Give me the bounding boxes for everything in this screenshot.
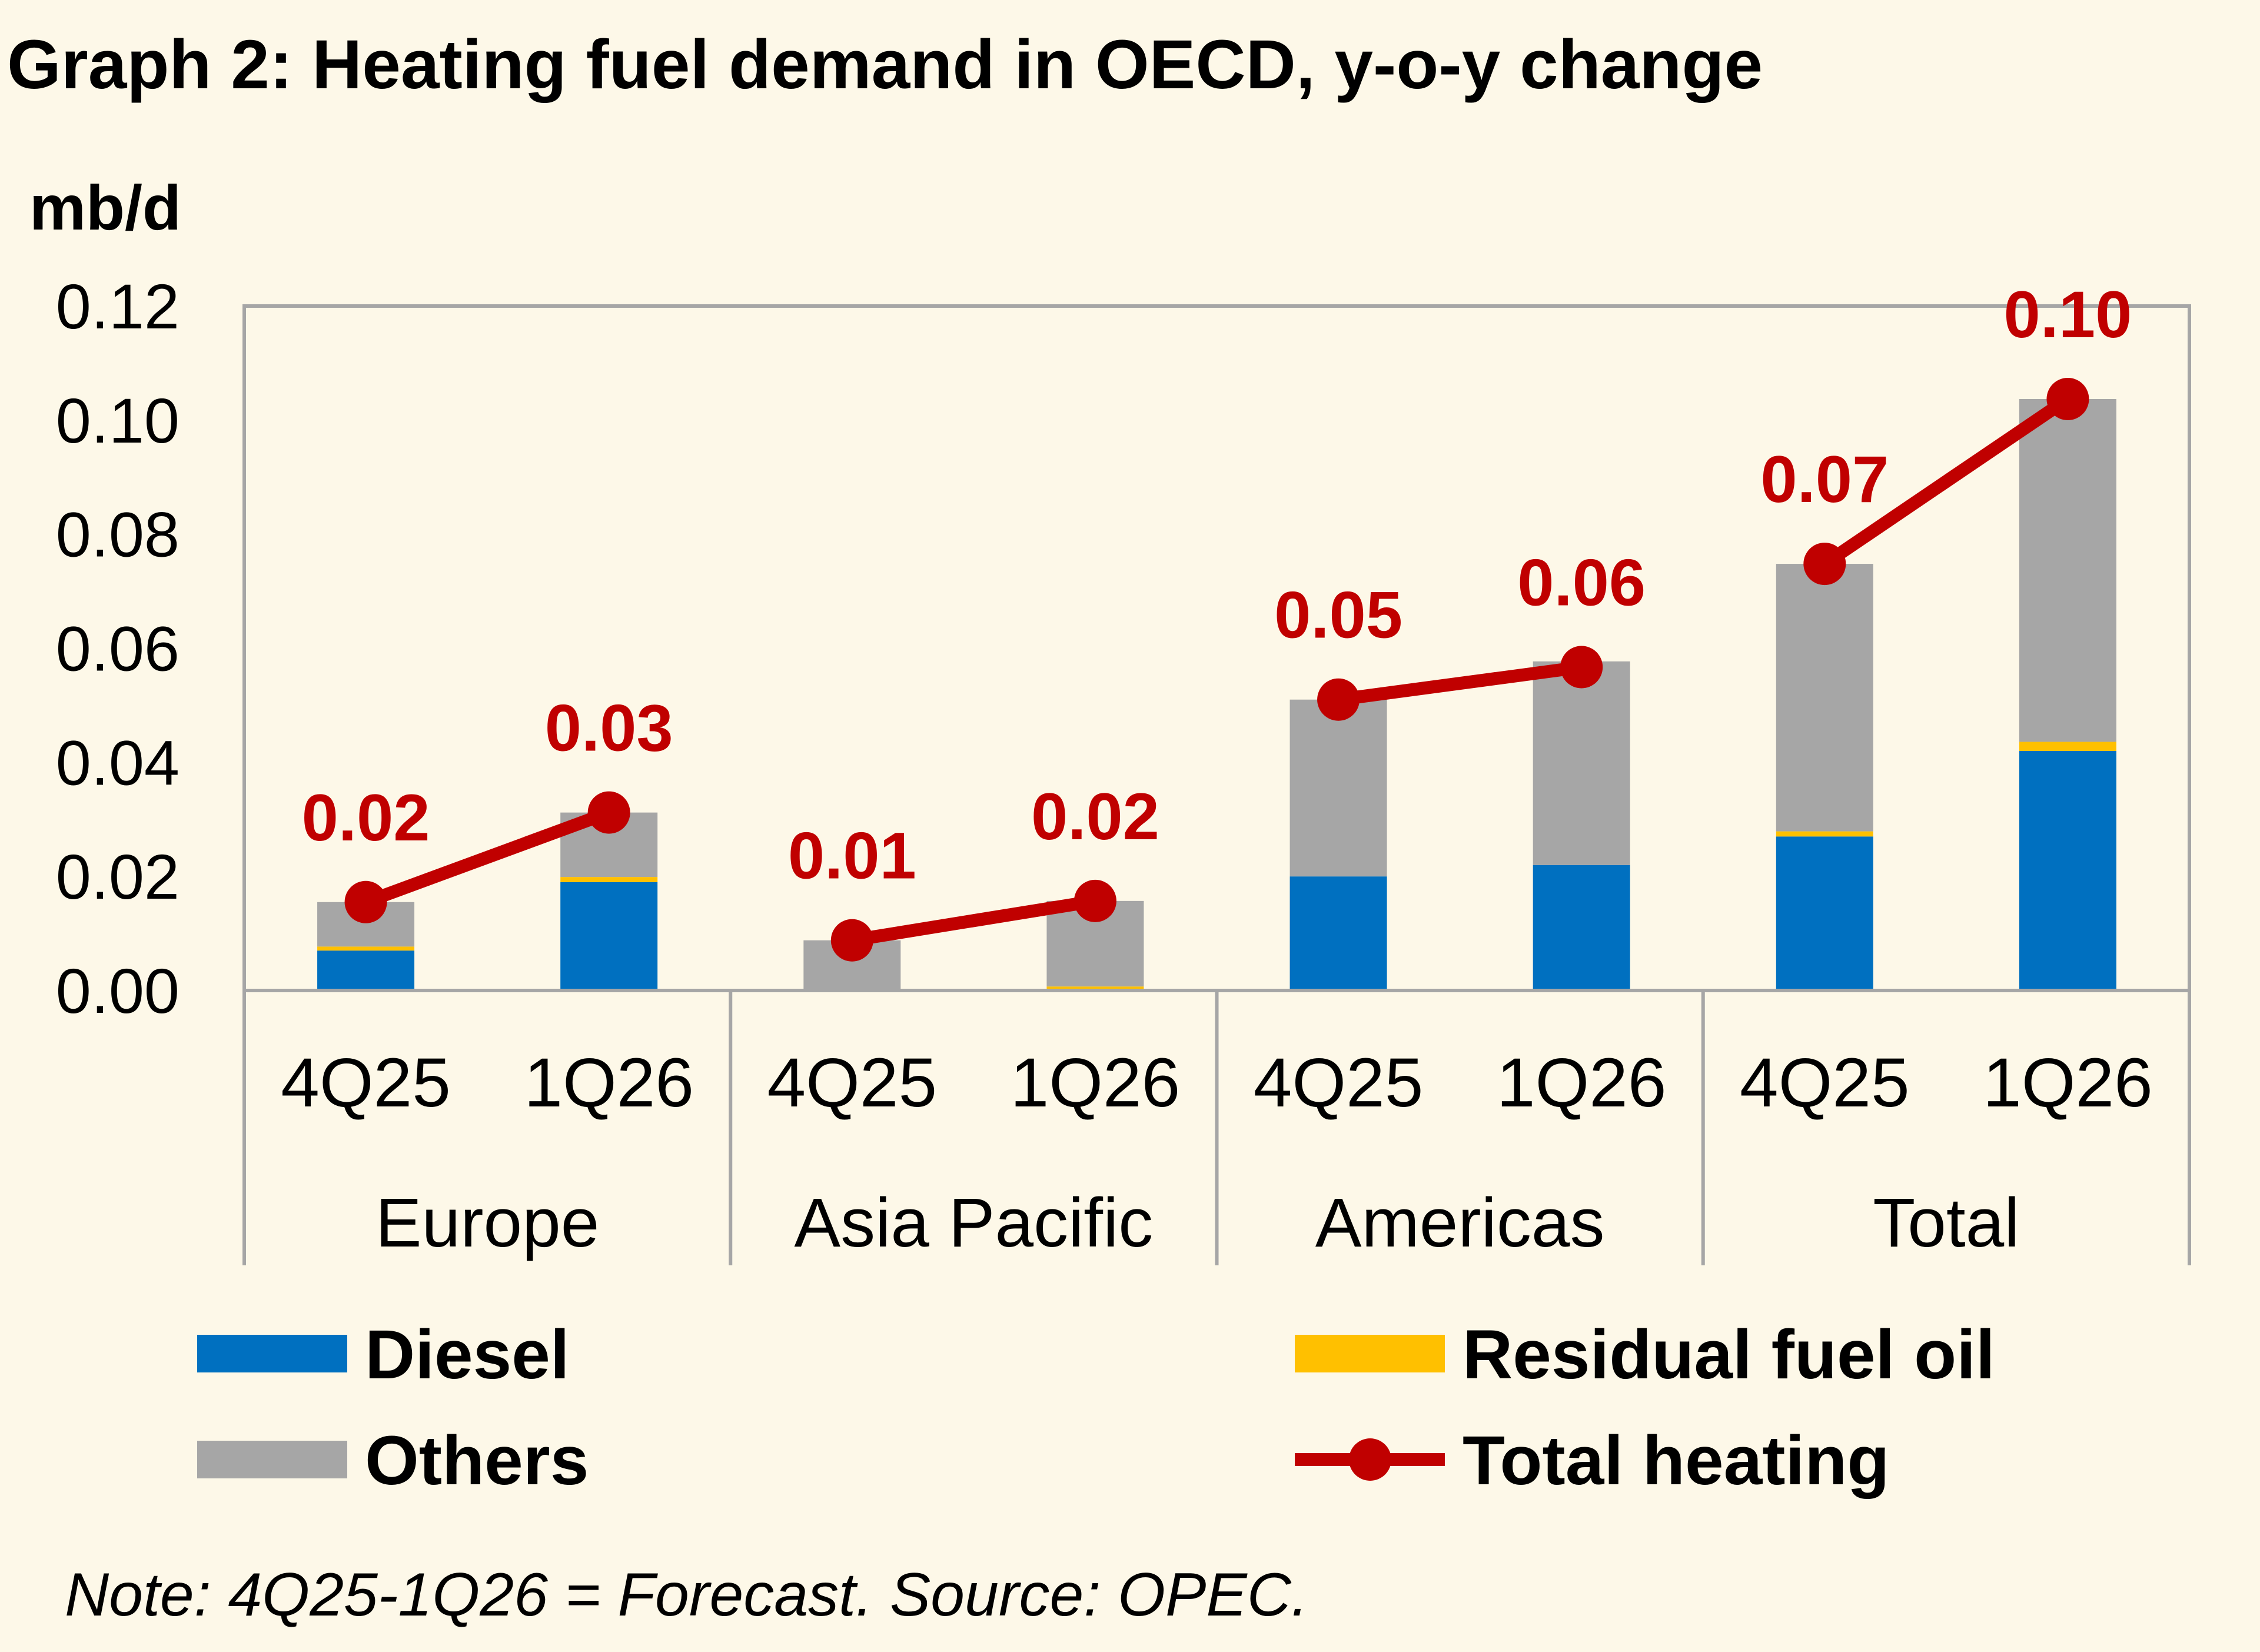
legend: Diesel Residual fuel oil Others Total heati… bbox=[197, 1316, 1995, 1500]
legend-label: Residual fuel oil bbox=[1463, 1316, 1995, 1394]
total-heating-point bbox=[830, 919, 873, 962]
total-heating-line bbox=[845, 894, 1102, 947]
y-tick-label: 0.12 bbox=[56, 271, 180, 342]
total-heating-data-label: 0.07 bbox=[1760, 443, 1889, 516]
x-tick-label: 1Q26 bbox=[1497, 1044, 1667, 1122]
bar-diesel bbox=[2019, 750, 2116, 990]
y-tick-label: 0.06 bbox=[56, 613, 180, 684]
total-heating-data-label: 0.05 bbox=[1274, 579, 1402, 652]
total-heating-data-label: 0.02 bbox=[302, 781, 430, 855]
total-heating-point bbox=[1803, 543, 1846, 586]
y-axis-unit: mb/d bbox=[29, 172, 181, 243]
legend-swatch-residual-fuel-oil bbox=[1295, 1335, 1445, 1372]
y-tick-label: 0.04 bbox=[56, 727, 180, 798]
bar-residual-fuel-oil bbox=[1776, 831, 1873, 837]
total-heating-line bbox=[359, 806, 616, 909]
x-tick-label: 1Q26 bbox=[1983, 1044, 2153, 1122]
y-tick-label: 0.00 bbox=[56, 955, 180, 1026]
x-tick-label: 4Q25 bbox=[281, 1044, 451, 1122]
x-tick-label: 1Q26 bbox=[1011, 1044, 1181, 1122]
legend-marker-total-heating bbox=[1349, 1438, 1391, 1481]
chart-title: Graph 2: Heating fuel demand in OECD, y-… bbox=[7, 26, 1763, 104]
bar-residual-fuel-oil bbox=[2019, 742, 2116, 751]
legend-label: Diesel bbox=[365, 1316, 570, 1394]
legend-label: Others bbox=[365, 1422, 589, 1500]
group-label: Americas bbox=[1315, 1184, 1605, 1262]
total-heating-data-label: 0.02 bbox=[1031, 780, 1159, 853]
x-tick-label: 4Q25 bbox=[1254, 1044, 1424, 1122]
y-tick-label: 0.08 bbox=[56, 499, 180, 570]
total-heating-point bbox=[1560, 646, 1603, 689]
bar-diesel bbox=[317, 950, 415, 990]
group-label: Europe bbox=[375, 1184, 600, 1262]
x-tick-label: 4Q25 bbox=[767, 1044, 937, 1122]
total-heating-data-label: 0.01 bbox=[788, 819, 916, 893]
legend-swatch-others bbox=[197, 1441, 347, 1478]
bar-diesel bbox=[560, 882, 658, 990]
total-heating-point bbox=[587, 791, 630, 834]
bar-diesel bbox=[1776, 836, 1873, 990]
total-heating-line bbox=[1332, 660, 1588, 706]
x-tick-label: 1Q26 bbox=[524, 1044, 694, 1122]
total-heating-line bbox=[1818, 392, 2075, 571]
total-heating-point bbox=[1317, 678, 1360, 721]
bar-diesel bbox=[1533, 865, 1630, 990]
group-label: Total bbox=[1873, 1184, 2019, 1262]
total-heating-point bbox=[1074, 879, 1116, 922]
legend-swatch-diesel bbox=[197, 1335, 347, 1372]
bar-residual-fuel-oil bbox=[560, 877, 658, 882]
total-heating-data-label: 0.06 bbox=[1517, 546, 1646, 619]
y-tick-label: 0.10 bbox=[56, 385, 180, 456]
bar-others bbox=[1776, 564, 1873, 832]
bar-residual-fuel-oil bbox=[1046, 986, 1144, 990]
total-heating-point bbox=[344, 880, 387, 923]
legend-label: Total heating bbox=[1463, 1422, 1889, 1500]
x-tick-label: 4Q25 bbox=[1740, 1044, 1910, 1122]
total-heating-point bbox=[2046, 377, 2089, 420]
source-note: Note: 4Q25-1Q26 = Forecast. Source: OPEC… bbox=[65, 1561, 1308, 1629]
bar-others bbox=[1289, 699, 1387, 877]
bar-residual-fuel-oil bbox=[317, 946, 415, 951]
total-heating-data-label: 0.10 bbox=[2003, 278, 2132, 351]
plot-frame bbox=[242, 304, 2191, 992]
y-tick-label: 0.02 bbox=[56, 841, 180, 912]
bar-others bbox=[1533, 661, 1630, 865]
plot-area: 0.00 0.02 0.04 0.06 0.08 0.10 0.12 4Q25 1Q26 4Q25… bbox=[56, 271, 2191, 1265]
total-heating-data-label: 0.03 bbox=[545, 692, 673, 765]
bar-others bbox=[2019, 398, 2116, 742]
bar-diesel bbox=[1289, 876, 1387, 990]
group-label: Asia Pacific bbox=[794, 1184, 1153, 1262]
